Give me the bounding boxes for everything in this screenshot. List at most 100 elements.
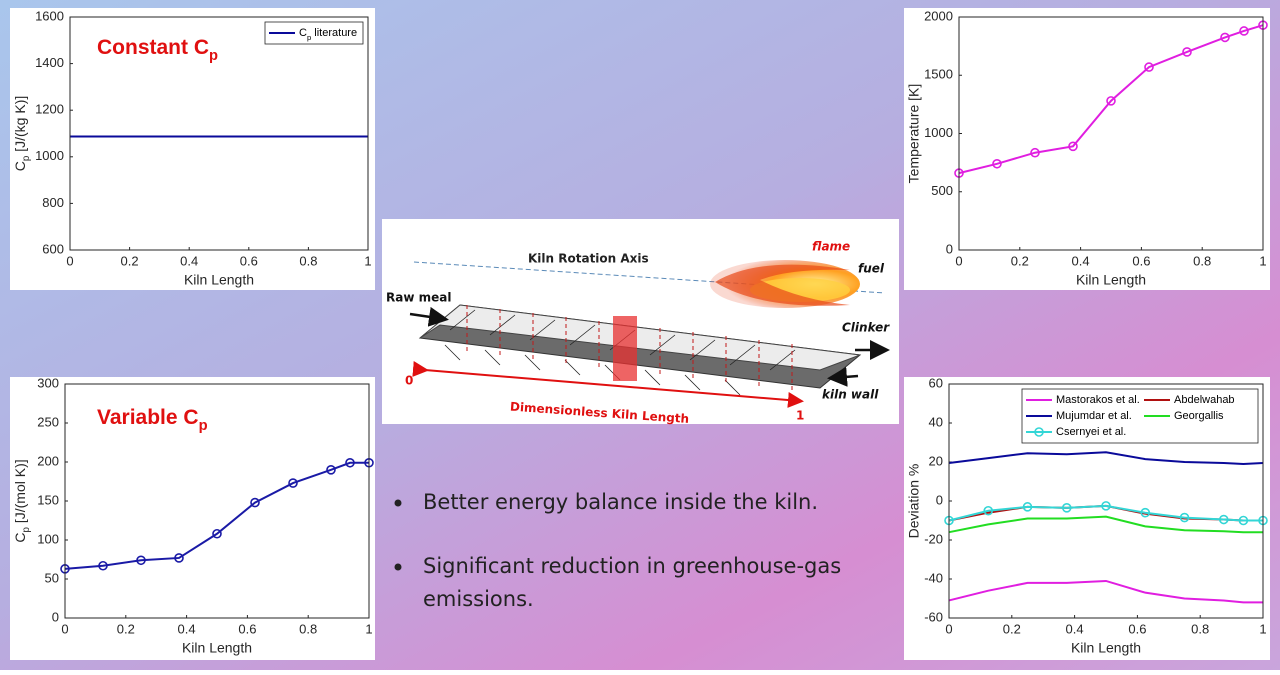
x-tick-label: 1 <box>365 621 372 636</box>
data-line <box>948 504 1263 522</box>
x-tick-label: 0.6 <box>1128 621 1146 636</box>
data-point <box>1030 147 1040 158</box>
text-part: C <box>12 161 28 171</box>
x-tick-label: 0.4 <box>1072 253 1090 268</box>
data-point <box>1239 26 1249 36</box>
y-tick-label: 1200 <box>35 102 64 117</box>
y-tick-label: 40 <box>929 414 943 429</box>
y-tick-label: 600 <box>42 241 64 256</box>
bullet-text: Significant reduction in greenhouse-gas <box>423 554 841 578</box>
x-tick-label: 0.8 <box>1193 253 1211 268</box>
x-tick-label: 0 <box>945 621 952 636</box>
x-tick-label: 0.8 <box>299 253 317 268</box>
y-tick-label: 300 <box>37 375 59 390</box>
text-part: Constant C <box>97 36 209 59</box>
y-tick-label: -60 <box>924 609 943 624</box>
y-tick-label: 2000 <box>924 8 953 23</box>
highlight-segment <box>613 316 637 381</box>
x-tick-label: 0.6 <box>238 621 256 636</box>
legend-label: Mujumdar et al. <box>1056 410 1132 422</box>
text-part: p <box>21 527 32 533</box>
y-tick-label: 0 <box>52 609 59 624</box>
kiln-top <box>419 304 861 371</box>
text-part: C <box>299 27 307 39</box>
clinker-label: Clinker <box>842 321 890 335</box>
data-point <box>1101 501 1111 511</box>
x-tick-label: 1 <box>1259 253 1266 268</box>
chart: 0 0.2 0.4 0.6 0.8 1 0 500 1000 1500 2000 Kiln Lengt… <box>904 8 1270 290</box>
data-point <box>1061 503 1072 513</box>
bullet-dot <box>394 563 402 571</box>
y-tick-label: 1000 <box>35 148 64 163</box>
x-tick-label: 0 <box>66 253 73 268</box>
data-point <box>1238 515 1249 526</box>
text-part: p <box>209 48 218 64</box>
y-tick-label: 50 <box>45 570 59 585</box>
legend-box <box>1021 388 1259 444</box>
plot-frame <box>958 16 1264 251</box>
y-axis-label: Deviation % <box>906 464 922 539</box>
x-tick-label: 0.4 <box>180 253 198 268</box>
y-tick-label: 20 <box>929 453 943 468</box>
x-tick-label: 0.4 <box>1066 621 1084 636</box>
wall-label: kiln wall <box>822 388 879 402</box>
x-axis-label: Kiln Length <box>182 640 252 656</box>
y-tick-label: -40 <box>924 570 943 585</box>
y-axis-label: Cp [J/(mol K)] <box>12 459 32 542</box>
data-point <box>98 560 108 571</box>
legend-label: Csernyei et al. <box>1056 426 1126 438</box>
y-tick-label: -20 <box>924 531 943 546</box>
bullet-text: Better energy balance inside the kiln. <box>423 490 818 514</box>
y-axis-label: Temperature [K] <box>906 84 922 184</box>
x-tick-label: 0.4 <box>178 621 196 636</box>
y-tick-label: 500 <box>931 183 953 198</box>
x-tick-label: 0.2 <box>121 253 139 268</box>
chart: 0 0.2 0.4 0.6 0.8 16008001000120014001600Kiln… <box>10 8 375 290</box>
y-tick-label: 200 <box>37 453 59 468</box>
y-axis-label: Cp [J/(kg K)] <box>12 96 32 171</box>
x-tick-label: 0.2 <box>1011 253 1029 268</box>
data-point <box>1022 502 1033 512</box>
chart-panel <box>904 8 1270 290</box>
data-point <box>1144 62 1154 72</box>
x-tick-label: 0.8 <box>1191 621 1209 636</box>
end-label: 1 <box>796 409 804 423</box>
x-tick-label: 0 <box>61 621 68 636</box>
bullet-list: Better energy balance inside the kiln. S… <box>394 490 841 611</box>
annotation: Variable Cp <box>97 406 208 434</box>
text-part: literature <box>311 27 357 39</box>
data-point <box>1140 507 1151 518</box>
y-tick-label: 1500 <box>924 67 953 82</box>
data-point <box>983 505 994 516</box>
x-tick-label: 0.2 <box>1003 621 1021 636</box>
data-line <box>958 24 1264 175</box>
y-tick-label: 1400 <box>35 55 64 70</box>
data-point <box>1220 32 1230 43</box>
start-label: 0 <box>405 374 413 388</box>
legend-label: Cp literature <box>299 27 357 42</box>
legend-box <box>264 21 364 45</box>
chart: 0 0.2 0.4 0.6 0.8 1 -60 -40 -20 0 20 40 60 Kiln Lengt… <box>904 375 1270 660</box>
x-tick-label: 1 <box>364 253 371 268</box>
y-tick-label: 0 <box>936 492 943 507</box>
wall-arrow <box>827 366 859 387</box>
text-part: p <box>199 418 208 434</box>
data-line <box>948 579 1263 604</box>
text-part: Variable C <box>97 406 199 429</box>
chart-panel <box>10 8 375 290</box>
data-point <box>1068 141 1078 152</box>
data-line <box>64 461 369 570</box>
bullet-dot <box>394 499 402 507</box>
raw-meal-label: Raw meal <box>386 291 451 305</box>
legend-label: Mastorakos et al. <box>1056 394 1140 406</box>
text-part: [J/(mol K)] <box>12 459 28 527</box>
data-point <box>174 553 184 563</box>
data-point <box>1179 512 1190 523</box>
chart-panel <box>10 377 375 660</box>
bullet-text: emissions. <box>423 587 534 611</box>
chart: 0 0.2 0.4 0.6 0.8 1 0 50 100 150 200 250 300 Kiln Len… <box>10 375 375 660</box>
x-tick-label: 0.2 <box>117 621 135 636</box>
data-point <box>136 555 146 566</box>
flame-icon <box>710 260 860 308</box>
